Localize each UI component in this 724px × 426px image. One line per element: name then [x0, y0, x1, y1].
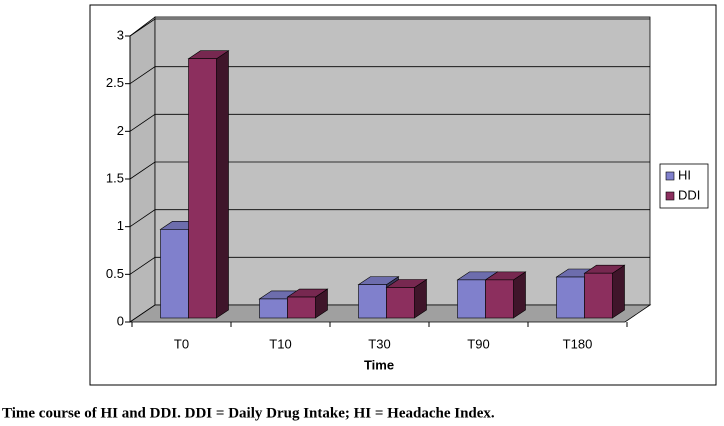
- grid-line: [129, 113, 650, 132]
- bar: [556, 276, 585, 319]
- bar: [287, 296, 316, 319]
- grid-line: [129, 161, 650, 180]
- x-tick-label: T90: [467, 336, 489, 351]
- bar: [584, 272, 613, 319]
- grid-line: [129, 209, 650, 227]
- legend-label: HI: [678, 167, 691, 182]
- caption: Time course of HI and DDI. DDI = Daily D…: [2, 405, 495, 421]
- legend-swatch: [665, 191, 675, 201]
- side-wall: [129, 16, 156, 323]
- x-tick-label: T30: [368, 336, 390, 351]
- y-tick-label: 0: [117, 313, 124, 328]
- y-tick-label: 0.5: [106, 266, 124, 281]
- legend-box: [659, 163, 709, 209]
- y-tick-label: 1.5: [106, 170, 124, 185]
- x-axis-title: Time: [364, 357, 394, 372]
- bar: [259, 298, 288, 319]
- bar: [188, 58, 217, 319]
- back-wall: [154, 16, 651, 306]
- grid-line: [129, 66, 650, 84]
- legend-label: DDI: [678, 187, 700, 202]
- y-tick-label: 3: [117, 27, 124, 42]
- bar: [358, 284, 387, 319]
- bar: [457, 279, 486, 319]
- y-tick-label: 2.5: [106, 75, 124, 90]
- bar-side: [612, 264, 625, 319]
- bar: [386, 287, 415, 319]
- x-tick-label: T10: [269, 336, 291, 351]
- x-tick-label: T0: [174, 336, 189, 351]
- y-tick-label: 2: [117, 123, 124, 138]
- x-tick-label: T180: [563, 336, 593, 351]
- y-tick-label: 1: [117, 218, 124, 233]
- legend-swatch: [665, 171, 675, 181]
- grid-line: [129, 18, 650, 37]
- bar: [485, 279, 514, 319]
- bar: [160, 229, 189, 319]
- bar-side: [216, 50, 229, 319]
- grid-line: [129, 256, 650, 275]
